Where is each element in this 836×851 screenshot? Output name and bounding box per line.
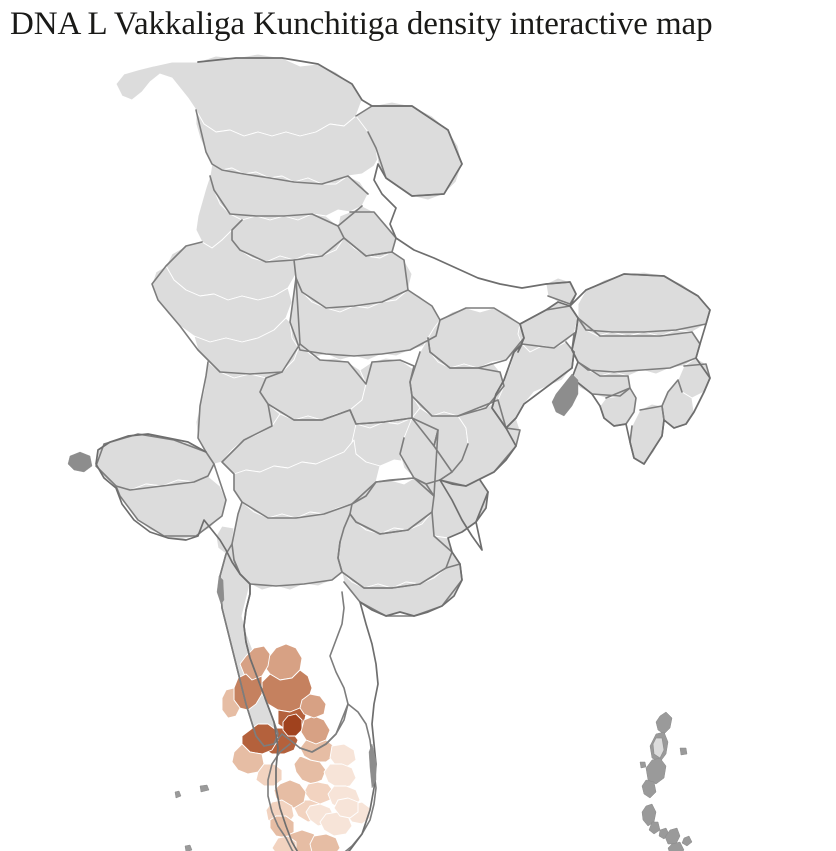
border-uttarakhand bbox=[337, 211, 397, 257]
india-ec-2 bbox=[95, 433, 489, 851]
district-perambalur[interactable] bbox=[333, 797, 359, 819]
district-mizoram[interactable] bbox=[629, 403, 665, 465]
island-little-andaman bbox=[641, 779, 657, 799]
island-south-andaman bbox=[645, 757, 667, 785]
border-maharashtra bbox=[221, 403, 439, 519]
sundarbans-delta bbox=[551, 373, 579, 417]
island-lakshadweep-3 bbox=[184, 844, 193, 851]
border-punjab-haryana bbox=[231, 219, 345, 263]
choropleth-layer[interactable] bbox=[221, 643, 371, 851]
country-outline-layer bbox=[95, 57, 711, 851]
dark-coast-layer bbox=[67, 373, 579, 789]
district-chikkaballapur[interactable] bbox=[299, 693, 327, 719]
india-choropleth-svg[interactable] bbox=[0, 44, 836, 851]
tn-coast-strip bbox=[368, 743, 377, 789]
india-east-coast bbox=[439, 427, 517, 551]
island-lakshadweep-2 bbox=[199, 784, 210, 793]
island-lakshadweep-1 bbox=[174, 790, 182, 799]
border-jk bbox=[195, 109, 369, 195]
island-nicobar-3 bbox=[667, 841, 685, 851]
district-krishnagiri[interactable] bbox=[299, 739, 335, 763]
island-nicobar-4 bbox=[681, 835, 693, 847]
border-karnataka bbox=[231, 501, 353, 587]
district-vellore[interactable] bbox=[329, 743, 357, 767]
kutch-west-tip bbox=[67, 451, 93, 473]
india-outline bbox=[197, 57, 711, 465]
island-north-andaman bbox=[655, 711, 673, 735]
base-districts-layer bbox=[95, 53, 711, 747]
district-davanagere[interactable] bbox=[239, 645, 271, 681]
district-jk-1[interactable] bbox=[115, 53, 363, 137]
district-bangalore-urban[interactable] bbox=[282, 713, 303, 737]
border-gujarat-s bbox=[115, 463, 227, 537]
district-mysore[interactable] bbox=[231, 743, 265, 775]
islands-layer bbox=[174, 711, 693, 851]
island-dot-2 bbox=[639, 761, 647, 769]
district-mandya[interactable] bbox=[241, 723, 279, 755]
island-dot-1 bbox=[679, 747, 688, 756]
border-up-south bbox=[289, 277, 441, 357]
border-hp bbox=[209, 175, 363, 227]
page-title: DNA L Vakkaliga Kunchitiga density inter… bbox=[10, 6, 713, 42]
district-madurai[interactable] bbox=[309, 833, 341, 851]
india-map-canvas[interactable] bbox=[0, 44, 836, 851]
island-nicobar-1 bbox=[648, 821, 661, 835]
district-chikmagalur[interactable] bbox=[221, 687, 241, 719]
kerala-coast-strip bbox=[216, 575, 225, 605]
district-tiruvannamalai[interactable] bbox=[323, 763, 357, 789]
